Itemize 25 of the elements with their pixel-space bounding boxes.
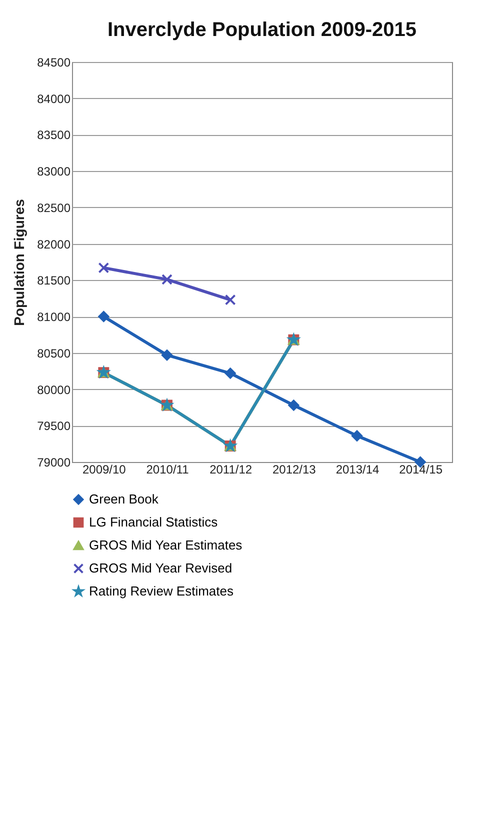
- y-tick-label: 84500: [37, 56, 71, 70]
- y-tick-label: 83500: [37, 128, 71, 142]
- y-tick-label: 84000: [37, 92, 71, 106]
- y-tick-label: 80500: [37, 346, 71, 360]
- x-tick-label: 2014/15: [399, 462, 443, 476]
- chart-title: Inverclyde Population 2009-2015: [107, 19, 417, 41]
- legend-label: GROS Mid Year Estimates: [89, 538, 243, 552]
- x-tick-label: 2012/13: [272, 462, 316, 476]
- legend-label: Green Book: [89, 492, 159, 506]
- x-tick-label: 2009/10: [82, 462, 126, 476]
- x-tick-label: 2010/11: [146, 462, 190, 476]
- y-tick-label: 82000: [37, 237, 71, 252]
- y-tick-label: 79500: [37, 419, 71, 434]
- x-tick-label: 2011/12: [210, 462, 252, 476]
- y-tick-label: 80000: [37, 382, 71, 397]
- legend-label: GROS Mid Year Revised: [89, 560, 232, 576]
- x-tick-label: 2013/14: [336, 462, 380, 476]
- legend-label: LG Financial Statistics: [89, 514, 218, 530]
- y-tick-label: 81000: [37, 310, 71, 324]
- y-tick-label: 81500: [37, 274, 71, 288]
- y-tick-label: 83000: [37, 164, 71, 179]
- y-tick-label: 82500: [37, 200, 71, 215]
- legend-label: Rating Review Estimates: [89, 584, 234, 598]
- y-tick-label: 79000: [37, 456, 71, 470]
- y-axis-title: Population Figures: [11, 198, 28, 326]
